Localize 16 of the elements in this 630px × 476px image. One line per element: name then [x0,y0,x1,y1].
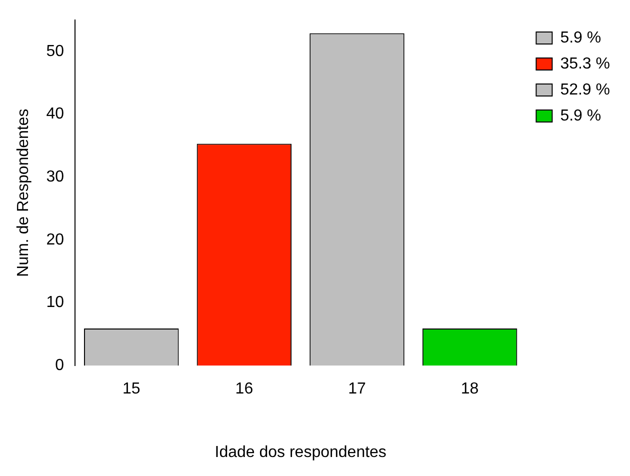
y-axis-title: Num. de Respondentes [15,108,32,277]
y-tick-label: 40 [46,106,64,123]
legend-label: 52.9 % [560,81,610,98]
y-tick-label: 10 [46,294,64,312]
y-tick-label: 20 [46,231,64,248]
x-axis-title: Idade dos respondentes [214,444,386,461]
y-tick-label: 30 [46,168,64,186]
legend-label: 5.9 % [560,29,602,46]
legend-label: 35.3 % [560,55,610,72]
x-tick-label: 17 [348,380,366,398]
legend-label: 5.9 % [560,107,602,124]
y-tick-label: 50 [46,42,64,60]
x-tick-label: 16 [235,380,254,398]
y-tick-label: 0 [55,357,64,374]
x-tick-label: 18 [460,380,479,398]
x-tick-label: 15 [122,380,140,398]
